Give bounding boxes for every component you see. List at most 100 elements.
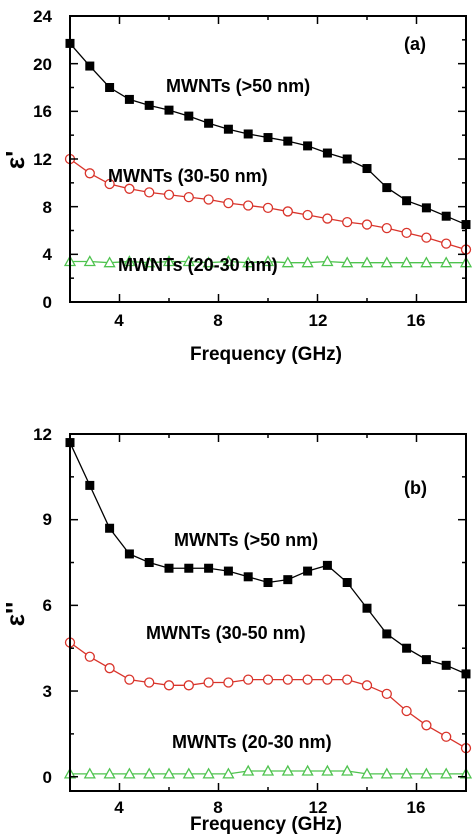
panel-a-series-label-30-50: MWNTs (30-50 nm) [108,166,268,186]
data-point [321,255,334,267]
panel-a: 0 4 8 12 16 20 24 4 8 12 16 Frequency (G… [0,7,473,365]
series-1 [64,637,472,754]
data-point [301,256,314,268]
panel-b-series-label-20-30: MWNTs (20-30 nm) [172,732,332,752]
data-point [83,767,96,779]
data-point [242,764,255,776]
data-point [401,227,412,239]
data-point [83,255,96,267]
data-point [421,203,431,213]
data-point [261,255,275,267]
panel-a-ytick-label: 4 [43,245,53,264]
panel-a-ytick-label: 8 [43,198,52,217]
data-point [263,133,273,143]
data-point [223,677,234,688]
data-point [242,256,255,268]
data-point [162,255,176,267]
data-point [144,677,155,688]
data-point [103,767,116,779]
data-point [124,674,135,685]
data-point [105,83,115,92]
data-point [302,674,313,685]
data-point [341,764,354,776]
panel-b-label: (b) [404,478,427,498]
data-point [381,222,392,234]
data-point [420,256,433,268]
data-point [301,764,314,776]
data-point [361,680,373,691]
data-point [223,124,233,134]
data-point [162,767,176,779]
data-point [382,629,392,639]
data-point [263,578,273,588]
panel-b-ytick-label: 3 [43,682,52,701]
series-2 [63,255,473,268]
panel-a-series-label-20-30: MWNTs (20-30 nm) [118,255,278,275]
data-point [204,563,214,573]
data-point [382,183,392,193]
data-point [104,663,115,674]
data-point [302,209,313,221]
data-point [321,764,334,776]
data-point [144,558,154,568]
data-point [400,767,413,779]
data-point [84,651,95,662]
data-point [342,217,353,228]
panel-a-ticks [69,15,467,303]
panel-b-x-axis-title: Frequency (GHz) [190,814,342,834]
data-point [223,197,234,209]
data-point [341,256,354,268]
data-point [243,129,253,139]
data-point [104,178,115,190]
data-point [164,563,174,573]
data-point [202,256,215,268]
series-1 [64,153,472,255]
data-point [182,255,195,267]
data-point [202,767,215,779]
panel-a-ytick-label: 12 [33,150,52,169]
data-point [421,655,431,665]
panel-b-xtick-label: 4 [114,798,124,817]
data-point [441,211,451,221]
data-point [85,61,95,71]
panel-b-series [63,438,473,779]
data-point [281,256,294,268]
panel-a-xtick-label: 8 [213,311,222,330]
panel-a-ytick-label: 24 [33,7,52,26]
data-point [380,767,393,779]
panel-b-xtick-label: 12 [309,798,328,817]
data-point [322,560,332,570]
data-point [342,674,353,685]
data-point [85,480,95,490]
data-point [143,767,156,779]
data-point [303,566,313,576]
data-point [400,256,413,268]
panel-a-series-label-gt50: MWNTs (>50 nm) [166,76,310,96]
data-point [222,255,235,267]
data-point [123,767,136,779]
data-point [360,767,374,779]
panel-a-ytick-label: 0 [43,293,52,312]
data-point [381,688,392,700]
data-point [183,191,194,203]
data-point [164,105,174,115]
series-2 [63,764,473,779]
panel-b-xtick-label: 8 [213,798,222,817]
data-point [144,187,155,198]
data-point [124,183,135,194]
panel-b-ytick-label: 0 [43,768,52,787]
panel-b-ytick-label: 9 [43,510,52,529]
data-point [282,206,293,217]
panel-a-x-axis-title: Frequency (GHz) [190,344,342,365]
panel-a-xtick-label: 16 [407,311,426,330]
data-point [282,674,293,685]
data-point [283,575,293,585]
data-point [222,767,235,779]
data-point [124,94,134,104]
panel-a-y-axis-title: ε' [0,151,30,170]
panel-b-series-label-30-50: MWNTs (30-50 nm) [146,623,306,643]
data-point [184,563,194,573]
data-point [361,219,373,230]
data-point [261,764,275,776]
data-point [184,111,194,121]
